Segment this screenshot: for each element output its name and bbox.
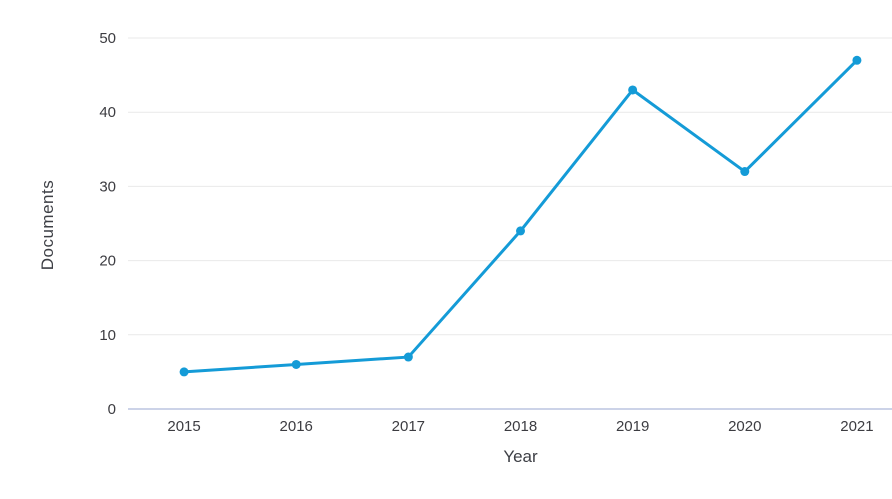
documents-series-line: [182, 58, 859, 374]
data-point-2020[interactable]: [740, 167, 750, 177]
x-tick-label: 2020: [728, 418, 761, 435]
y-tick-label: 20: [99, 253, 116, 270]
y-tick-label: 30: [99, 178, 116, 195]
x-tick-label: 2016: [280, 418, 313, 435]
x-tick-label: 2015: [167, 418, 200, 435]
data-point-2019[interactable]: [628, 85, 638, 95]
data-point-2021[interactable]: [852, 55, 862, 65]
x-tick-label: 2021: [840, 418, 873, 435]
y-tick-label: 50: [99, 30, 116, 47]
y-tick-label: 40: [99, 104, 116, 121]
data-point-2017[interactable]: [403, 352, 413, 362]
data-point-2016[interactable]: [291, 359, 301, 369]
x-tick-label: 2017: [392, 418, 425, 435]
data-point-2018[interactable]: [516, 226, 525, 236]
data-point-2015[interactable]: [179, 367, 189, 377]
x-tick-label: 2018: [504, 418, 537, 435]
y-tick-label: 0: [108, 401, 116, 418]
y-tick-label: 10: [99, 327, 116, 344]
chart-plot-area: 0 10 20 30 40 50 2015 2016 2017 2018 2019 2020 2021: [99, 30, 892, 435]
documents-by-year-chart: 0 10 20 30 40 50 2015 2016 2017 2018 2019 2020 2021 …: [40, 16, 892, 483]
x-tick-label: 2019: [616, 418, 649, 435]
